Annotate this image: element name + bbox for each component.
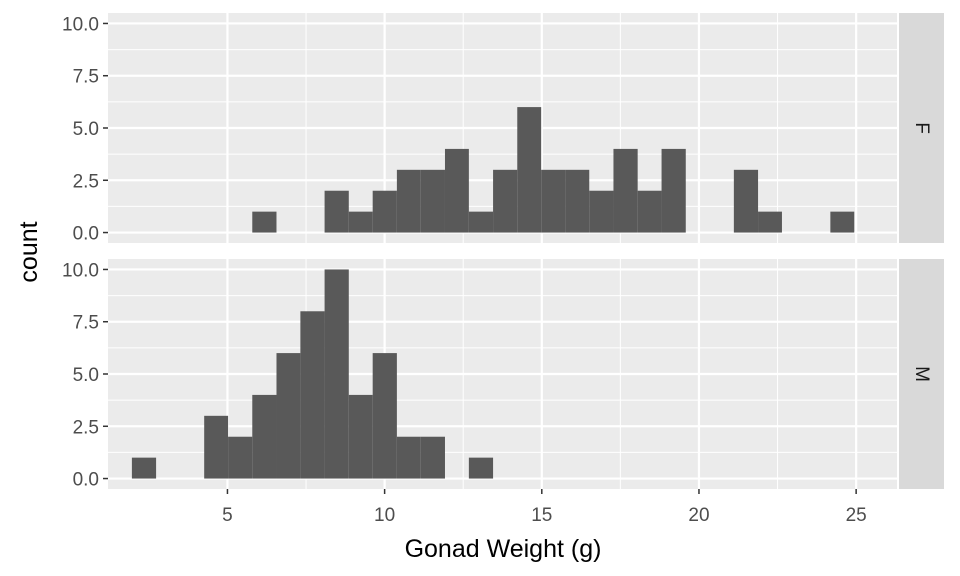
histogram-bar (204, 415, 229, 479)
histogram-bar (348, 394, 373, 479)
histogram-bar (613, 148, 638, 233)
x-tick-label: 25 (846, 505, 867, 526)
facet-panel-m: 0.0 2.5 5.0 7.5 10.0 M (62, 259, 944, 491)
facet-strip (899, 259, 944, 489)
histogram-bar (468, 457, 494, 479)
histogram-bar (420, 169, 445, 233)
histogram-bar (228, 436, 253, 479)
x-tick-label: 20 (688, 505, 709, 526)
histogram-bar (444, 148, 469, 233)
x-axis-title: Gonad Weight (g) (405, 535, 602, 563)
histogram-bar (733, 169, 759, 233)
y-tick-label: 7.5 (73, 313, 99, 334)
histogram-bar (396, 436, 421, 479)
y-tick-label: 0.0 (73, 224, 99, 245)
y-tick-label: 2.5 (73, 171, 99, 192)
histogram-bar (324, 269, 349, 479)
histogram-bar (493, 169, 518, 233)
x-tick-label: 5 (222, 505, 233, 526)
y-tick-label: 5.0 (73, 365, 99, 386)
histogram-bar (637, 190, 662, 233)
histogram-bar (324, 190, 349, 233)
histogram-bar (661, 148, 686, 233)
y-tick-label: 7.5 (73, 67, 99, 88)
histogram-bar (830, 211, 855, 233)
histogram-bar (758, 211, 782, 233)
histogram-bar (348, 211, 373, 233)
histogram-bar (420, 436, 445, 479)
histogram-bar (131, 457, 157, 479)
facet-strip (899, 13, 944, 243)
histogram-bar (589, 190, 614, 233)
histogram-bar (468, 211, 494, 233)
y-axis-title: count (15, 221, 43, 282)
y-tick-label: 0.0 (73, 470, 99, 491)
histogram-bar (565, 169, 590, 233)
histogram-bar (372, 190, 397, 233)
x-tick-label: 15 (531, 505, 552, 526)
histogram-bar (517, 107, 542, 233)
facet-strip-label: M (911, 366, 932, 382)
y-tick-label: 2.5 (73, 417, 99, 438)
y-tick-label: 10.0 (62, 260, 99, 281)
histogram-bar (276, 353, 301, 479)
y-tick-label: 10.0 (62, 14, 99, 35)
histogram-bar (252, 211, 277, 233)
histogram-bar (396, 169, 421, 233)
histogram-bar (541, 169, 566, 233)
facet-panel-f: 0.0 2.5 5.0 7.5 10.0 F (62, 13, 944, 245)
histogram-bar (372, 353, 397, 479)
histogram-bar (252, 394, 277, 479)
histogram-bar (300, 311, 325, 479)
facet-strip-label: F (911, 122, 932, 134)
y-tick-label: 5.0 (73, 119, 99, 140)
x-tick-label: 10 (374, 505, 395, 526)
